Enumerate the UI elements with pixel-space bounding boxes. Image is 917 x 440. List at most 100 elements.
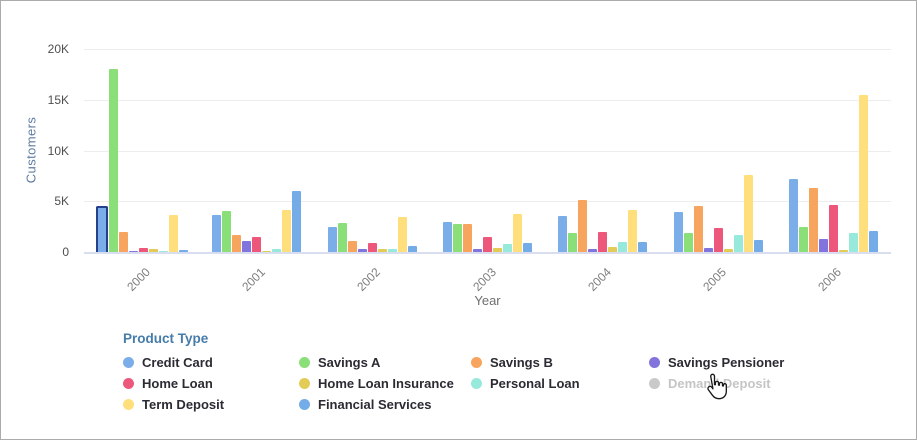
y-tick-label-20K: 20K: [47, 42, 69, 56]
legend-marker-home-loan-icon: [123, 377, 134, 389]
bar-savings-a-2004[interactable]: [568, 233, 578, 252]
bar-savings-a-2001[interactable]: [222, 211, 232, 252]
bar-savings-a-2000[interactable]: [108, 69, 118, 252]
bar-term-deposit-2006[interactable]: [858, 95, 868, 252]
bar-financial-services-2003[interactable]: [522, 243, 532, 252]
bar-home-loan-insurance-2006[interactable]: [838, 250, 848, 252]
bar-financial-services-2005[interactable]: [753, 240, 763, 252]
legend-item-demand-deposit[interactable]: Demand Deposit: [649, 376, 784, 391]
bar-credit-card-2004[interactable]: [558, 216, 568, 252]
bar-personal-loan-2005[interactable]: [733, 235, 743, 252]
legend-item-personal-loan[interactable]: Personal Loan: [471, 376, 649, 391]
bar-savings-b-2000[interactable]: [118, 232, 128, 252]
bar-savings-b-2002[interactable]: [347, 241, 357, 252]
bar-personal-loan-2000[interactable]: [158, 251, 168, 252]
bar-home-loan-2006[interactable]: [828, 205, 838, 252]
bar-term-deposit-2004[interactable]: [628, 210, 638, 252]
gridline-15K: [84, 99, 891, 101]
bar-home-loan-insurance-2002[interactable]: [377, 249, 387, 252]
bar-credit-card-2005[interactable]: [673, 212, 683, 252]
legend-marker-savings-pensioner-icon: [649, 356, 660, 368]
bar-credit-card-2000[interactable]: [95, 206, 108, 252]
bar-savings-pensioner-2005[interactable]: [703, 248, 713, 252]
bar-financial-services-2004[interactable]: [638, 242, 648, 252]
bar-group-2000: [84, 49, 199, 252]
legend-item-savings-b[interactable]: Savings B: [471, 355, 649, 370]
legend-marker-credit-card-icon: [123, 356, 134, 368]
bar-home-loan-2001[interactable]: [252, 237, 262, 252]
bar-savings-a-2005[interactable]: [683, 233, 693, 252]
bar-home-loan-insurance-2005[interactable]: [723, 249, 733, 252]
bar-financial-services-2006[interactable]: [868, 231, 878, 252]
bar-savings-a-2002[interactable]: [337, 223, 347, 252]
bar-savings-pensioner-2003[interactable]: [472, 249, 482, 252]
legend-marker-financial-services-icon: [299, 398, 310, 410]
legend-label-financial-services: Financial Services: [318, 396, 432, 412]
legend-item-home-loan-insurance[interactable]: Home Loan Insurance: [299, 376, 471, 391]
bar-savings-b-2004[interactable]: [578, 200, 588, 252]
legend-marker-home-loan-insurance-icon: [299, 377, 310, 389]
legend-label-credit-card: Credit Card: [142, 354, 213, 370]
bar-personal-loan-2001[interactable]: [272, 249, 282, 252]
legend-marker-term-deposit-icon: [123, 398, 134, 410]
bar-home-loan-2002[interactable]: [367, 243, 377, 252]
bar-group-2006: [776, 49, 891, 252]
bar-savings-b-2003[interactable]: [462, 224, 472, 252]
bar-savings-pensioner-2006[interactable]: [818, 239, 828, 252]
bar-home-loan-insurance-2004[interactable]: [608, 247, 618, 252]
bar-personal-loan-2003[interactable]: [502, 244, 512, 252]
y-tick-label-0: 0: [62, 245, 69, 259]
bar-term-deposit-2005[interactable]: [743, 175, 753, 252]
bar-home-loan-2004[interactable]: [598, 232, 608, 252]
bar-term-deposit-2000[interactable]: [168, 215, 178, 252]
bar-savings-pensioner-2000[interactable]: [128, 251, 138, 252]
gridline-5K: [84, 201, 891, 203]
bar-term-deposit-2002[interactable]: [397, 217, 407, 252]
bar-savings-pensioner-2001[interactable]: [242, 241, 252, 252]
legend-label-savings-pensioner: Savings Pensioner: [668, 354, 785, 370]
bar-personal-loan-2002[interactable]: [387, 249, 397, 252]
legend-label-savings-a: Savings A: [318, 354, 381, 370]
legend-marker-demand-deposit-icon: [649, 377, 660, 389]
legend-item-term-deposit[interactable]: Term Deposit: [123, 396, 299, 412]
legend-item-home-loan[interactable]: Home Loan: [123, 375, 299, 391]
bar-savings-b-2006[interactable]: [808, 188, 818, 252]
y-tick-label-5K: 5K: [54, 194, 69, 209]
bar-financial-services-2000[interactable]: [178, 250, 188, 252]
bar-credit-card-2001[interactable]: [212, 215, 222, 252]
bar-home-loan-insurance-2000[interactable]: [148, 249, 158, 252]
legend-item-savings-a[interactable]: Savings A: [299, 354, 471, 370]
legend-marker-savings-a-icon: [299, 356, 310, 368]
legend-marker-personal-loan-icon: [471, 377, 482, 389]
bar-term-deposit-2001[interactable]: [282, 210, 292, 252]
bar-savings-a-2003[interactable]: [452, 224, 462, 252]
bar-group-2004: [545, 49, 660, 252]
bar-home-loan-insurance-2001[interactable]: [262, 251, 272, 252]
bar-personal-loan-2006[interactable]: [848, 233, 858, 252]
bar-personal-loan-2004[interactable]: [618, 242, 628, 252]
bar-term-deposit-2003[interactable]: [512, 214, 522, 252]
y-tick-label-10K: 10K: [47, 143, 69, 158]
legend-label-term-deposit: Term Deposit: [142, 396, 225, 412]
bar-financial-services-2001[interactable]: [292, 191, 302, 252]
bar-credit-card-2002[interactable]: [327, 227, 337, 252]
legend-item-savings-pensioner[interactable]: Savings Pensioner: [649, 354, 785, 370]
legend-label-home-loan: Home Loan: [142, 375, 213, 391]
bar-home-loan-2000[interactable]: [138, 248, 148, 252]
bar-group-2002: [315, 49, 430, 252]
bar-credit-card-2006[interactable]: [788, 179, 798, 252]
bar-home-loan-2003[interactable]: [482, 237, 492, 252]
bar-savings-pensioner-2004[interactable]: [588, 249, 598, 252]
bar-savings-a-2006[interactable]: [798, 227, 808, 252]
bar-savings-b-2001[interactable]: [232, 235, 242, 252]
bar-savings-b-2005[interactable]: [693, 206, 703, 252]
legend-item-financial-services[interactable]: Financial Services: [299, 396, 471, 412]
bar-savings-pensioner-2002[interactable]: [357, 249, 367, 252]
bar-financial-services-2002[interactable]: [407, 246, 417, 252]
bar-group-2003: [430, 49, 545, 252]
legend-item-credit-card[interactable]: Credit Card: [123, 354, 299, 370]
bar-credit-card-2003[interactable]: [442, 222, 452, 252]
bar-home-loan-2005[interactable]: [713, 228, 723, 252]
bar-home-loan-insurance-2003[interactable]: [492, 248, 502, 252]
